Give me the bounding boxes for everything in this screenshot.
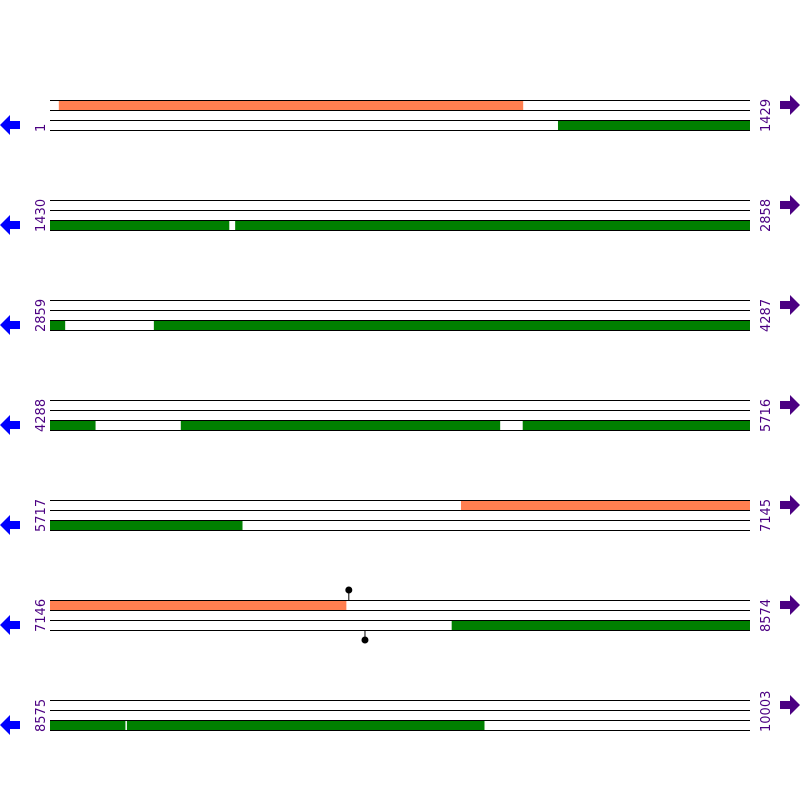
end-label: 2858 [759, 199, 774, 232]
reverse-arrow [0, 215, 20, 235]
feature [153, 321, 750, 330]
feature [126, 721, 485, 730]
feature [58, 101, 524, 110]
feature [50, 321, 66, 330]
feature [522, 421, 750, 430]
start-label: 1 [34, 124, 49, 132]
forward-arrow [780, 495, 800, 515]
start-label: 8575 [34, 699, 49, 732]
reverse-arrow [0, 415, 20, 435]
forward-arrow [780, 395, 800, 415]
reverse-arrow [0, 115, 20, 135]
start-label: 2859 [34, 299, 49, 332]
feature [460, 501, 750, 510]
feature [50, 721, 126, 730]
forward-arrow [780, 95, 800, 115]
reverse-arrow [0, 715, 20, 735]
feature [50, 421, 96, 430]
forward-arrow [780, 295, 800, 315]
forward-arrow [780, 695, 800, 715]
feature [235, 221, 751, 230]
start-label: 1430 [34, 199, 49, 232]
feature [50, 221, 230, 230]
end-label: 10003 [759, 691, 774, 732]
start-label: 5717 [34, 499, 49, 532]
forward-arrow [780, 595, 800, 615]
feature [451, 621, 750, 630]
feature [180, 421, 501, 430]
start-label: 4288 [34, 399, 49, 432]
end-label: 7145 [759, 499, 774, 532]
reverse-arrow [0, 315, 20, 335]
feature [557, 121, 750, 130]
site-marker [361, 636, 369, 644]
forward-arrow [780, 195, 800, 215]
reverse-arrow [0, 615, 20, 635]
end-label: 5716 [759, 399, 774, 432]
end-label: 1429 [759, 99, 774, 132]
feature [50, 601, 347, 610]
site-marker [345, 586, 353, 594]
end-label: 4287 [759, 299, 774, 332]
reverse-arrow [0, 515, 20, 535]
start-label: 7146 [34, 599, 49, 632]
feature [50, 521, 243, 530]
end-label: 8574 [759, 599, 774, 632]
